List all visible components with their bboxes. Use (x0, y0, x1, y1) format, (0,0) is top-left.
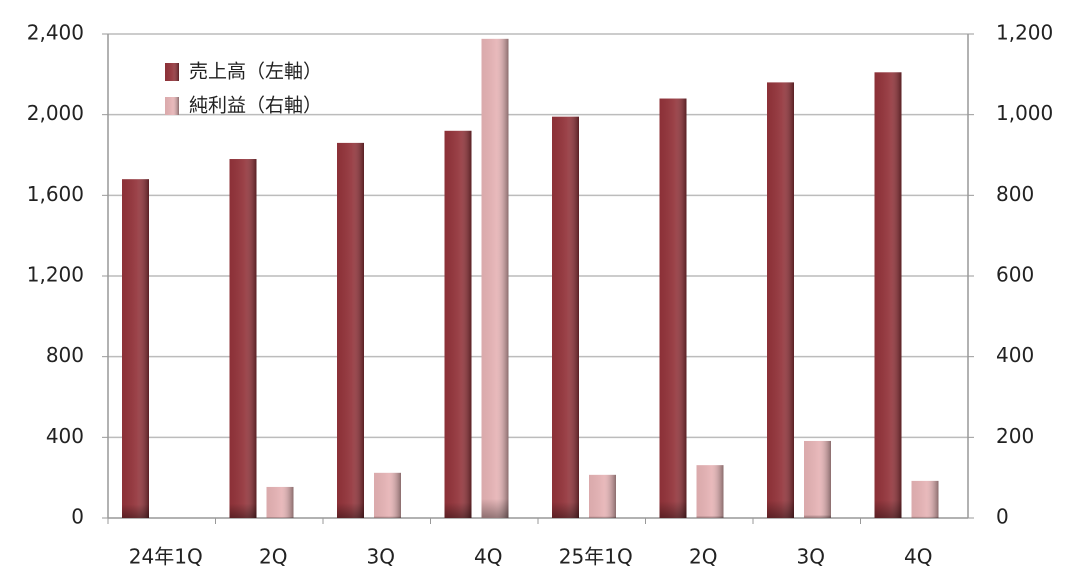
bar-shade (804, 440, 831, 518)
bar-shade (229, 159, 257, 519)
y-tick-label: 1,200 (27, 263, 84, 287)
bar-shade (874, 72, 902, 519)
y2-tick-label: 400 (996, 343, 1034, 367)
legend-swatch-shade (165, 97, 179, 115)
legend-label: 売上高（左軸） (189, 61, 322, 83)
x-tick-label: 4Q (904, 545, 932, 569)
y-tick-label: 400 (46, 424, 84, 448)
x-tick-label: 3Q (367, 545, 395, 569)
y2-tick-label: 0 (996, 505, 1009, 529)
bar-shade (122, 179, 149, 518)
y2-tick-label: 200 (996, 424, 1034, 448)
y-tick-label: 800 (46, 343, 84, 367)
y2-tick-label: 1,000 (996, 101, 1053, 125)
bar-shade (374, 472, 401, 518)
x-tick-label: 4Q (474, 545, 502, 569)
y2-tick-label: 800 (996, 182, 1034, 206)
bar-shade (767, 82, 794, 519)
legend-swatch-shade (165, 63, 179, 81)
y2-tick-label: 1,200 (996, 21, 1053, 45)
y-tick-label: 1,600 (27, 182, 84, 206)
y2-tick-label: 600 (996, 263, 1034, 287)
bar-shade (696, 465, 724, 518)
bar-shade (589, 474, 616, 518)
y-tick-label: 0 (71, 505, 84, 529)
y-tick-label: 2,400 (27, 21, 84, 45)
x-tick-label: 3Q (797, 545, 825, 569)
x-tick-label: 2Q (689, 545, 717, 569)
bar-shade (444, 130, 472, 519)
y-tick-label: 2,000 (27, 101, 84, 125)
x-tick-label: 2Q (259, 545, 287, 569)
x-tick-label: 25年1Q (559, 545, 633, 569)
bar-shade (659, 98, 687, 519)
bar-shade (911, 480, 939, 518)
bar-shade (266, 486, 294, 518)
legend-label: 純利益（右軸） (189, 95, 322, 117)
bar-shade (481, 38, 509, 519)
bar-shade (337, 142, 364, 518)
x-tick-label: 24年1Q (129, 545, 203, 569)
legend: 売上高（左軸） 純利益（右軸） (165, 61, 322, 117)
bar-shade (552, 116, 579, 518)
